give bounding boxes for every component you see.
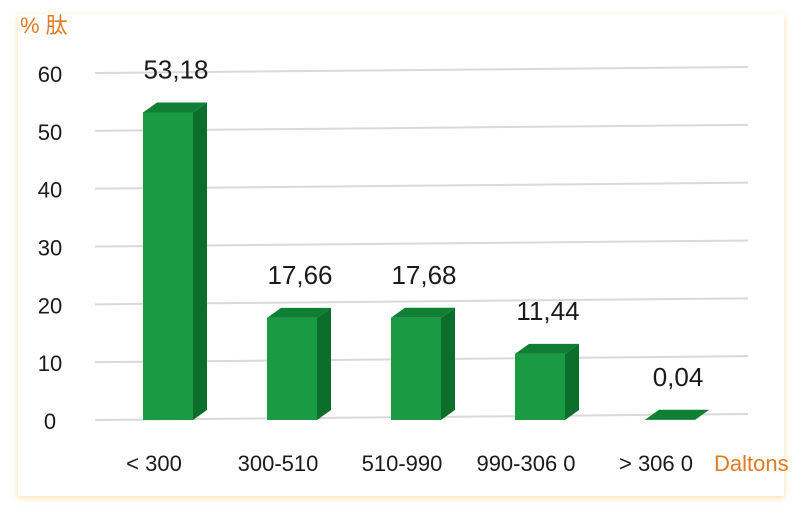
- bar-top: [143, 102, 207, 113]
- y-tick-label: 30: [38, 236, 62, 261]
- x-axis-label: Daltons: [714, 451, 789, 476]
- x-tick-label: 510-990: [362, 451, 443, 476]
- data-label: 53,18: [143, 54, 208, 84]
- bar-top: [391, 307, 455, 318]
- bar-side: [317, 307, 331, 420]
- y-tick-label: 60: [38, 62, 62, 87]
- y-tick-label: 20: [38, 293, 62, 318]
- bar: [267, 317, 317, 420]
- y-axis-label: % 肽: [20, 13, 68, 38]
- x-tick-label: 990-306 0: [476, 451, 575, 476]
- bar-side: [441, 307, 455, 420]
- y-tick-label: 0: [44, 409, 56, 434]
- y-tick-label: 40: [38, 178, 62, 203]
- bar-side: [695, 409, 709, 420]
- x-tick-label: > 306 0: [619, 451, 693, 476]
- data-label: 11,44: [516, 296, 579, 326]
- bar-top: [645, 409, 709, 420]
- bar-top: [515, 343, 579, 354]
- bar-top: [267, 307, 331, 318]
- bar: [143, 112, 193, 421]
- x-tick-label: < 300: [126, 451, 182, 476]
- y-tick-label: 50: [38, 120, 62, 145]
- bar: [515, 353, 565, 420]
- bar-side: [565, 343, 579, 420]
- y-tick-label: 10: [38, 351, 62, 376]
- bar: [391, 317, 441, 420]
- gridline: [94, 66, 749, 74]
- x-tick-label: 300-510: [238, 451, 319, 476]
- data-label: 0,04: [653, 362, 704, 392]
- bar-side: [193, 102, 207, 421]
- data-label: 17,68: [391, 260, 456, 290]
- data-label: 17,66: [267, 260, 332, 290]
